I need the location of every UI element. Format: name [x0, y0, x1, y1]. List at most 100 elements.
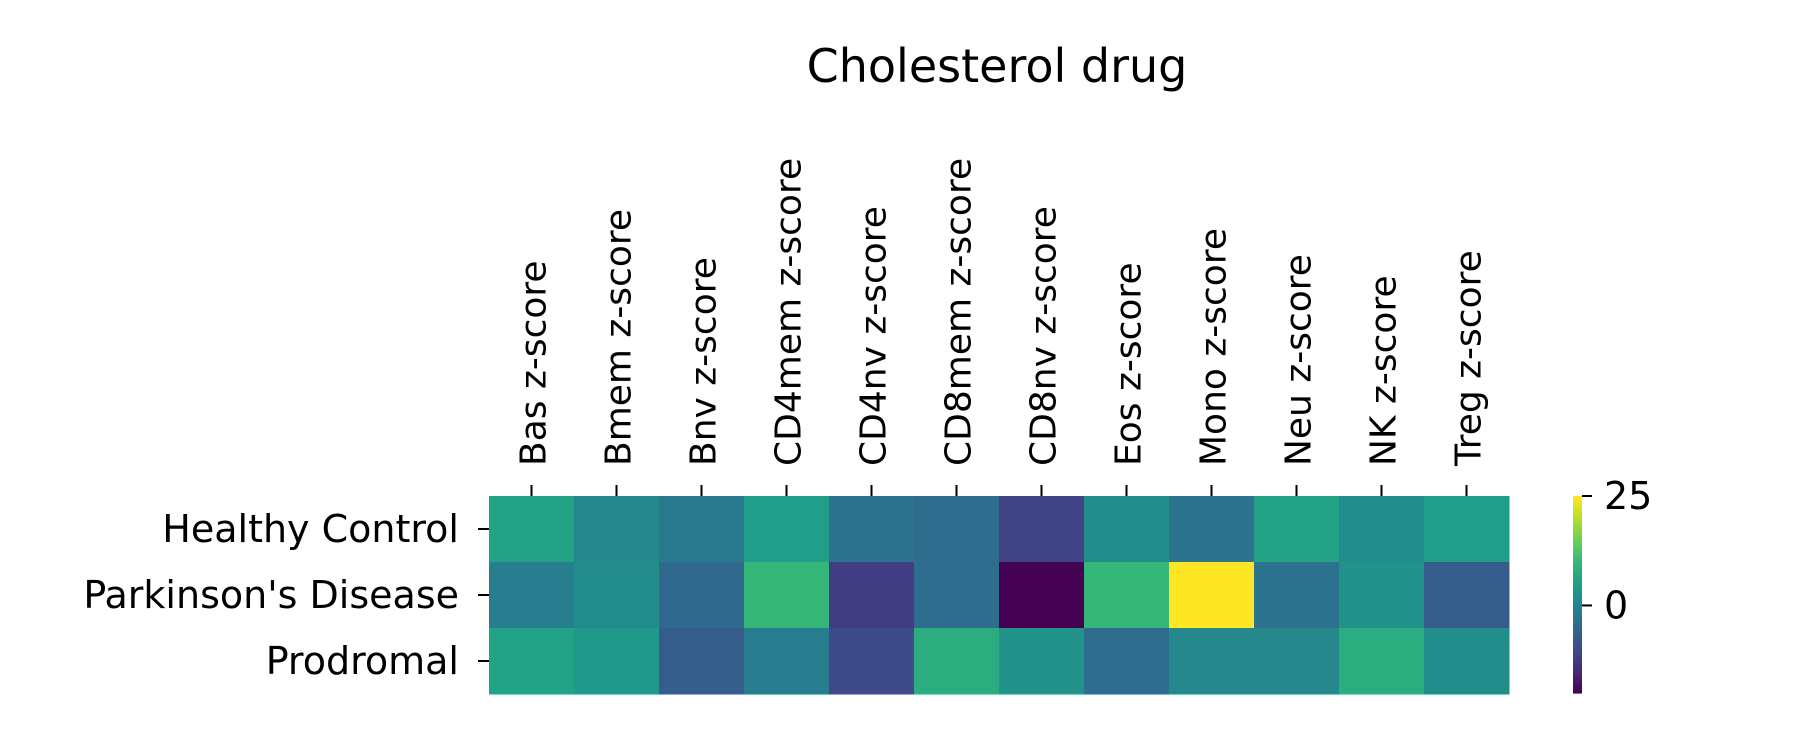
colorbar-segment: [1573, 656, 1582, 661]
colorbar-segment: [1573, 515, 1582, 520]
colorbar-segment: [1573, 548, 1582, 553]
heatmap-cell: [489, 562, 575, 629]
colorbar-segment: [1573, 532, 1582, 536]
colorbar-segment: [1573, 551, 1582, 556]
colorbar-segment: [1573, 581, 1582, 586]
row-labels: Healthy Control Parkinson's Disease Prodro…: [83, 507, 489, 683]
heatmap-cell: [489, 628, 575, 695]
heatmap-cell: [829, 496, 915, 563]
colorbar-segment: [1573, 535, 1582, 540]
colorbar-segment: [1573, 624, 1582, 628]
heatmap-cell: [1424, 496, 1510, 563]
heatmap-cell: [999, 562, 1085, 629]
heatmap-cells: [489, 496, 1510, 695]
column-labels: Bas z-score Bmem z-score Bnv z-score CD4mem…: [514, 158, 1490, 496]
colorbar-segment: [1573, 673, 1582, 678]
column-label: CD4mem z-score: [769, 158, 810, 466]
heatmap-cell: [1339, 562, 1425, 629]
heatmap-cell: [489, 496, 575, 563]
colorbar-segment: [1573, 633, 1582, 638]
heatmap-cell: [1169, 496, 1255, 563]
colorbar-segment: [1573, 587, 1582, 592]
colorbar-segment: [1573, 683, 1582, 688]
heatmap-cell: [1254, 628, 1340, 695]
row-label: Parkinson's Disease: [83, 573, 459, 617]
colorbar-segment: [1573, 594, 1582, 599]
colorbar-segment: [1573, 578, 1582, 582]
colorbar-segment: [1573, 666, 1582, 671]
colorbar-segment: [1573, 584, 1582, 589]
heatmap-cell: [659, 628, 745, 695]
colorbar-tick-label: 0: [1604, 583, 1628, 627]
heatmap-cell: [1424, 562, 1510, 629]
colorbar-segment: [1573, 617, 1582, 622]
colorbar-segment: [1573, 640, 1582, 645]
heatmap-cell: [744, 628, 830, 695]
heatmap-cell: [1254, 562, 1340, 629]
colorbar-segment: [1573, 502, 1582, 507]
heatmap-cell: [914, 496, 1000, 563]
heatmap-cell: [574, 496, 660, 563]
colorbar-segment: [1573, 564, 1582, 569]
colorbar-segment: [1573, 679, 1582, 684]
heatmap-cell: [744, 496, 830, 563]
column-label: Mono z-score: [1194, 228, 1235, 466]
colorbar-segment: [1573, 660, 1582, 665]
colorbar-tick-label: 25: [1604, 474, 1652, 518]
colorbar-segment: [1573, 627, 1582, 632]
heatmap-cell: [1084, 496, 1170, 563]
heatmap-cell: [1169, 562, 1255, 629]
heatmap-cell: [1424, 628, 1510, 695]
colorbar-segment: [1573, 686, 1582, 691]
colorbar-segment: [1573, 643, 1582, 648]
heatmap-cell: [1169, 628, 1255, 695]
column-label: Bas z-score: [514, 260, 555, 466]
heatmap-cell: [659, 496, 745, 563]
colorbar-segment: [1573, 568, 1582, 573]
colorbar-segment: [1573, 496, 1582, 500]
heatmap-cell: [1339, 628, 1425, 695]
colorbar-segment: [1573, 555, 1582, 559]
colorbar-segment: [1573, 518, 1582, 523]
colorbar-segment: [1573, 509, 1582, 514]
heatmap-cell: [574, 562, 660, 629]
colorbar-segment: [1573, 676, 1582, 681]
heatmap-cell: [744, 562, 830, 629]
colorbar-segment: [1573, 604, 1582, 609]
column-label: CD8nv z-score: [1024, 206, 1065, 466]
column-label: Bmem z-score: [599, 209, 640, 466]
colorbar-segment: [1573, 630, 1582, 635]
colorbar-segment: [1573, 670, 1582, 674]
colorbar-segment: [1573, 545, 1582, 550]
colorbar-segment: [1573, 601, 1582, 605]
colorbar-segment: [1573, 663, 1582, 668]
column-label: Treg z-score: [1449, 250, 1490, 467]
column-label: Neu z-score: [1279, 254, 1320, 466]
heatmap-cell: [1339, 496, 1425, 563]
heatmap-cell: [1084, 628, 1170, 695]
column-label: Bnv z-score: [684, 257, 725, 466]
colorbar-segment: [1573, 541, 1582, 546]
colorbar-segment: [1573, 614, 1582, 619]
colorbar-segment: [1573, 505, 1582, 510]
row-label: Prodromal: [266, 639, 459, 683]
heatmap-cell: [914, 628, 1000, 695]
colorbar-segment: [1573, 538, 1582, 543]
colorbar-segment: [1573, 574, 1582, 579]
heatmap-cell: [829, 562, 915, 629]
colorbar-segment: [1573, 637, 1582, 642]
colorbar-segment: [1573, 591, 1582, 596]
colorbar-segment: [1573, 647, 1582, 651]
chart-title: Cholesterol drug: [807, 39, 1188, 93]
colorbar-segment: [1573, 689, 1582, 694]
colorbar-segment: [1573, 512, 1582, 517]
column-label: NK z-score: [1364, 275, 1405, 466]
column-label: Eos z-score: [1109, 262, 1150, 466]
heatmap-cell: [1254, 496, 1340, 563]
colorbar-segment: [1573, 558, 1582, 563]
colorbar-segment: [1573, 525, 1582, 530]
heatmap-cell: [574, 628, 660, 695]
colorbar-segment: [1573, 499, 1582, 504]
colorbar-segment: [1573, 653, 1582, 658]
